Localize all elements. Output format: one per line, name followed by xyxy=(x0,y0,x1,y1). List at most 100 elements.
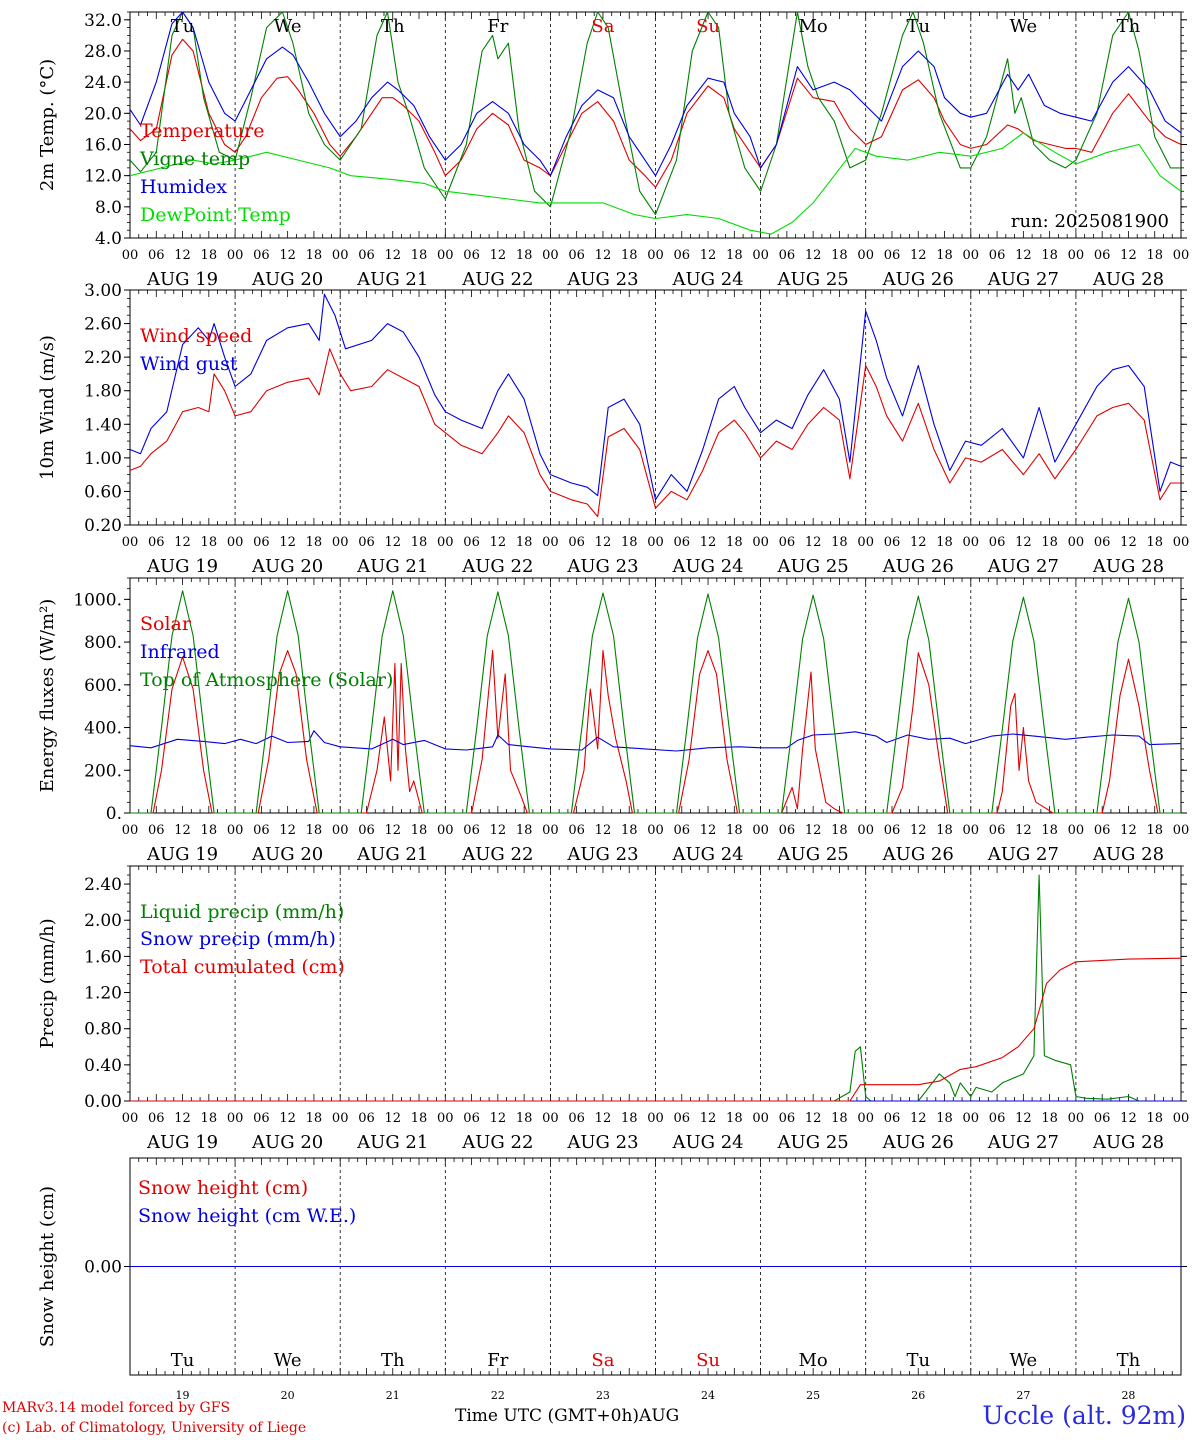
weekday-label-top: Th xyxy=(1117,16,1141,37)
y-tick-label: 800. xyxy=(84,633,122,653)
hour-label: 00 xyxy=(1068,1111,1085,1126)
hour-label: 00 xyxy=(857,823,874,838)
series-line-liquid-precip-mm-h- xyxy=(130,874,1181,1102)
y-tick-label: 1000. xyxy=(73,590,122,610)
y-tick-label: 1.60 xyxy=(84,947,122,967)
hour-label: 06 xyxy=(1094,535,1111,550)
series-line-total-cumulated-cm- xyxy=(130,957,1182,1102)
day-number-label: 19 xyxy=(176,1389,190,1402)
date-label: AUG 25 xyxy=(777,844,849,865)
legend-entry: Liquid precip (mm/h) xyxy=(140,901,344,923)
hour-label: 12 xyxy=(700,535,717,550)
date-label: AUG 21 xyxy=(356,844,428,865)
date-label: AUG 26 xyxy=(882,269,954,290)
y-tick-label: 2.20 xyxy=(84,348,122,368)
hour-label: 00 xyxy=(437,535,454,550)
hour-label: 00 xyxy=(1173,248,1190,263)
date-label: AUG 25 xyxy=(777,269,849,290)
series-line-infrared xyxy=(129,730,1182,752)
y-tick-label: 3.00 xyxy=(84,281,122,301)
hour-label: 00 xyxy=(542,823,559,838)
hour-label: 18 xyxy=(201,823,218,838)
hour-label: 18 xyxy=(726,1111,743,1126)
y-axis-title: 10m Wind (m/s) xyxy=(37,335,58,480)
hour-label: 00 xyxy=(227,248,244,263)
date-label: AUG 21 xyxy=(356,556,428,577)
day-number-label: 27 xyxy=(1016,1389,1030,1402)
hour-label: 00 xyxy=(857,535,874,550)
series-line-humidex xyxy=(129,11,1182,177)
date-label: AUG 23 xyxy=(566,556,638,577)
hour-label: 06 xyxy=(358,535,375,550)
hour-label: 12 xyxy=(174,823,191,838)
hour-label: 18 xyxy=(936,1111,953,1126)
hour-label: 12 xyxy=(1015,1111,1032,1126)
hour-label: 00 xyxy=(332,535,349,550)
hour-label: 18 xyxy=(1146,823,1163,838)
hour-label: 12 xyxy=(1015,535,1032,550)
y-tick-label: 2.40 xyxy=(84,875,122,895)
series-line-top-of-atmosphere-solar- xyxy=(130,590,1181,814)
hour-label: 18 xyxy=(621,248,638,263)
hour-label: 06 xyxy=(358,248,375,263)
series-line-temperature xyxy=(129,38,1182,188)
hour-label: 06 xyxy=(674,535,691,550)
date-label: AUG 27 xyxy=(987,269,1059,290)
legend-entry: Top of Atmosphere (Solar) xyxy=(140,669,393,691)
legend-entry: Total cumulated (cm) xyxy=(140,956,345,978)
date-label: AUG 20 xyxy=(251,844,323,865)
hour-label: 18 xyxy=(831,1111,848,1126)
date-label: AUG 23 xyxy=(566,1132,638,1153)
hour-label: 06 xyxy=(884,1111,901,1126)
hour-label: 00 xyxy=(752,823,769,838)
hour-label: 06 xyxy=(358,823,375,838)
y-tick-label: 12.0 xyxy=(84,167,122,187)
hour-label: 12 xyxy=(279,248,296,263)
date-label: AUG 21 xyxy=(356,1132,428,1153)
hour-label: 06 xyxy=(1094,1111,1111,1126)
legend-entry: Wind speed xyxy=(140,325,252,347)
hour-label: 00 xyxy=(963,248,980,263)
date-label: AUG 25 xyxy=(777,1132,849,1153)
hour-label: 00 xyxy=(1068,248,1085,263)
date-label: AUG 23 xyxy=(566,269,638,290)
run-annotation: run: 2025081900 xyxy=(1011,211,1169,232)
hour-label: 18 xyxy=(411,248,428,263)
hour-label: 18 xyxy=(936,248,953,263)
hour-label: 12 xyxy=(805,535,822,550)
weekday-label-bottom: Sa xyxy=(591,1350,614,1371)
hour-label: 18 xyxy=(936,535,953,550)
hour-label: 12 xyxy=(805,823,822,838)
weekday-label-bottom: Su xyxy=(696,1350,720,1371)
hour-label: 00 xyxy=(647,823,664,838)
y-tick-label: 1.80 xyxy=(84,382,122,402)
hour-label: 06 xyxy=(358,1111,375,1126)
hour-label: 00 xyxy=(122,1111,139,1126)
panel-2: 0.20 0.60 1.00 1.40 1.80 2.20 2.60 3.00 10m Wind… xyxy=(37,281,1189,577)
hour-label: 00 xyxy=(1173,535,1190,550)
legend-entry: Snow height (cm) xyxy=(138,1177,308,1199)
hour-label: 00 xyxy=(963,535,980,550)
hour-label: 06 xyxy=(568,535,585,550)
weekday-label-bottom: Mo xyxy=(799,1350,828,1371)
date-label: AUG 22 xyxy=(461,269,533,290)
hour-label: 00 xyxy=(647,248,664,263)
date-label: AUG 19 xyxy=(146,844,218,865)
date-label: AUG 20 xyxy=(251,269,323,290)
hour-label: 06 xyxy=(779,823,796,838)
hour-label: 18 xyxy=(1041,248,1058,263)
hour-label: 18 xyxy=(831,823,848,838)
y-tick-label: 28.0 xyxy=(84,42,122,62)
y-tick-label: 0.80 xyxy=(84,1020,122,1040)
hour-label: 12 xyxy=(595,248,612,263)
day-number-label: 20 xyxy=(281,1389,295,1402)
y-axis-title: Snow height (cm) xyxy=(37,1186,58,1347)
hour-label: 00 xyxy=(122,535,139,550)
date-label: AUG 20 xyxy=(251,556,323,577)
date-label: AUG 24 xyxy=(671,844,743,865)
y-tick-label: 0.60 xyxy=(84,482,122,502)
y-tick-label: 2.60 xyxy=(84,315,122,335)
y-tick-label: 2.00 xyxy=(84,911,122,931)
hour-label: 12 xyxy=(910,1111,927,1126)
date-label: AUG 20 xyxy=(251,1132,323,1153)
